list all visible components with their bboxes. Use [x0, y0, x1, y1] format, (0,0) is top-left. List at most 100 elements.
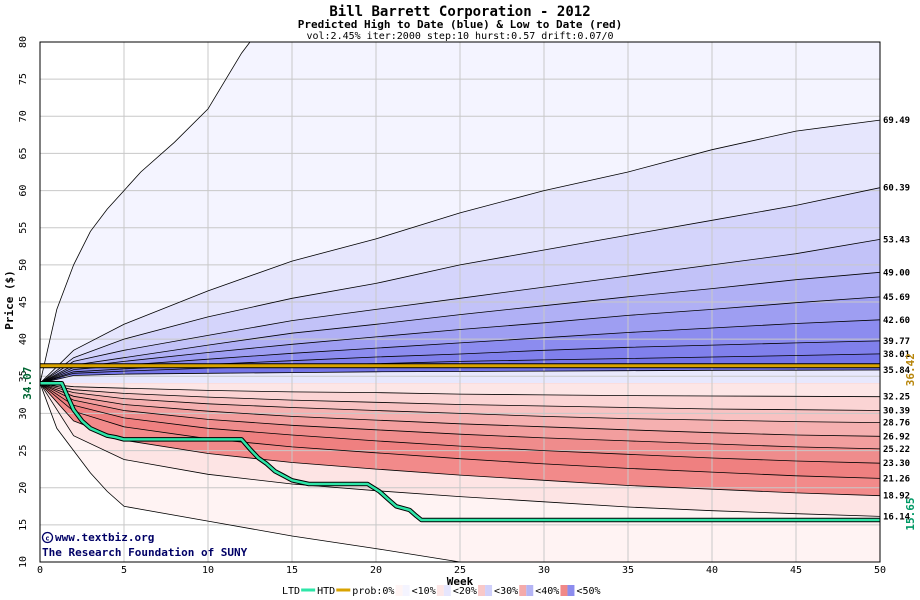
y-axis-label: Price ($) — [3, 270, 16, 330]
band-end-label: 60.39 — [883, 184, 910, 194]
htd-line — [40, 381, 880, 522]
band-line-69.49 — [39, 119, 881, 384]
band-line-30.39 — [39, 382, 881, 411]
copyright-icon-glyph: c — [45, 535, 49, 543]
y-tick-label: 70 — [18, 110, 29, 122]
band-end-label: 38.01 — [883, 350, 910, 360]
band-line-25.22 — [39, 382, 881, 450]
y-tick-label: 60 — [18, 185, 29, 197]
band-end-label: 21.26 — [883, 474, 910, 484]
y-tick-label: 55 — [18, 222, 29, 234]
band-end-label: 39.77 — [883, 337, 910, 347]
legend-swatch-high — [443, 585, 451, 596]
x-axis-label: Week — [447, 575, 474, 588]
x-tick-label: 30 — [538, 565, 550, 576]
y-tick-label: 30 — [18, 407, 29, 419]
band-line-16.14 — [39, 382, 881, 517]
plot-frame — [39, 41, 881, 563]
y-tick-label: 40 — [18, 333, 29, 345]
y-tick-label: 80 — [18, 36, 29, 48]
band-line-28.76 — [39, 382, 881, 423]
chart-title: Bill Barrett Corporation - 2012 — [329, 4, 590, 20]
band-line-45.69 — [39, 296, 881, 384]
band-line-35.84 — [39, 369, 881, 384]
legend-label-prob: prob:0% — [352, 586, 394, 597]
x-tick-label: 25 — [454, 565, 466, 576]
legend-swatch-high — [485, 585, 493, 596]
data-series — [40, 363, 880, 523]
y-tick-label: 75 — [18, 73, 29, 85]
x-tick-label: 5 — [121, 565, 127, 576]
legend-label-prob-bin: <10% — [412, 586, 436, 597]
legend-swatch-high — [526, 585, 534, 596]
legend-swatch-low — [395, 585, 403, 596]
legend: LTD HTD prob:0% <10% <20% <30% <40% <50% — [282, 585, 601, 597]
y-tick-label: 15 — [18, 519, 29, 531]
band-end-label: 16.14 — [883, 512, 911, 522]
band-line-32.25 — [39, 382, 881, 398]
y-tick-label: 45 — [18, 296, 29, 308]
band-line-21.26 — [39, 382, 881, 479]
band-line-23.30 — [39, 382, 881, 464]
x-tick-label: 15 — [286, 565, 298, 576]
band-end-label: 35.84 — [883, 366, 911, 376]
band-end-label: 25.22 — [883, 445, 910, 455]
legend-swatch-high — [402, 585, 410, 596]
y-tick-label: 35 — [18, 370, 29, 382]
legend-label-prob-bin: <40% — [535, 586, 559, 597]
outer-low-line — [39, 383, 461, 563]
band-line-60.39 — [39, 187, 881, 384]
band-line-38.01 — [39, 353, 881, 384]
band-end-label: 53.43 — [883, 235, 910, 245]
band-line-26.92 — [39, 382, 881, 437]
x-tick-label: 50 — [874, 565, 886, 576]
htd-final-label: 15.65 — [904, 497, 917, 530]
band-line-39.77 — [39, 340, 881, 384]
x-tick-label: 40 — [706, 565, 718, 576]
legend-swatch-low — [436, 585, 444, 596]
band-end-labels: 69.49 60.39 53.43 49.00 45.69 42.60 39.77 38.01… — [883, 116, 911, 522]
x-tick-label: 35 — [622, 565, 634, 576]
band-end-label: 49.00 — [883, 268, 910, 278]
band-end-label: 23.30 — [883, 459, 910, 469]
x-tick-label: 20 — [370, 565, 382, 576]
band-end-label: 28.76 — [883, 419, 910, 429]
legend-swatch-high — [567, 585, 575, 596]
reference-price-label: 36.42 — [904, 353, 917, 386]
chart-subtitle: Predicted High to Date (blue) & Low to D… — [298, 18, 623, 31]
y-axis-ticks: 10 15 20 25 30 35 40 45 50 55 60 65 70 75 80 — [18, 36, 29, 568]
band-line-49.00 — [39, 271, 881, 384]
band-end-label: 26.92 — [883, 432, 910, 442]
y-tick-label: 50 — [18, 259, 29, 271]
band-end-label: 32.25 — [883, 393, 910, 403]
legend-label-prob-bin: <20% — [453, 586, 477, 597]
band-end-label: 69.49 — [883, 116, 910, 126]
credit-url: www.textbiz.org — [55, 531, 154, 544]
band-line-53.43 — [39, 239, 881, 384]
outer-high-line — [39, 41, 251, 384]
y-tick-label: 10 — [18, 556, 29, 568]
y-tick-label: 65 — [18, 147, 29, 159]
legend-label-prob-bin: <50% — [576, 586, 600, 597]
legend-swatch-low — [478, 585, 486, 596]
start-price-label: 34.07 — [21, 367, 34, 400]
x-axis-ticks: 0 5 10 15 20 25 30 35 40 45 50 — [37, 565, 886, 576]
credit-organization: The Research Foundation of SUNY — [42, 546, 248, 559]
band-end-label: 30.39 — [883, 407, 910, 417]
chart-parameters: vol:2.45% iter:2000 step:10 hurst:0.57 d… — [306, 31, 613, 42]
legend-swatch-low — [560, 585, 568, 596]
x-tick-label: 0 — [37, 565, 43, 576]
legend-label-ltd: LTD — [282, 586, 300, 597]
legend-label-htd: HTD — [317, 586, 335, 597]
copyright-icon — [41, 531, 54, 544]
credit-block: c www.textbiz.org The Research Foundatio… — [41, 531, 248, 559]
legend-swatch-low — [519, 585, 527, 596]
y-tick-label: 20 — [18, 482, 29, 494]
y-tick-label: 25 — [18, 445, 29, 457]
band-end-label: 42.60 — [883, 316, 910, 326]
legend-label-prob-bin: <30% — [494, 586, 518, 597]
band-end-label: 45.69 — [883, 293, 910, 303]
band-end-label: 18.92 — [883, 492, 910, 502]
x-tick-label: 45 — [790, 565, 802, 576]
